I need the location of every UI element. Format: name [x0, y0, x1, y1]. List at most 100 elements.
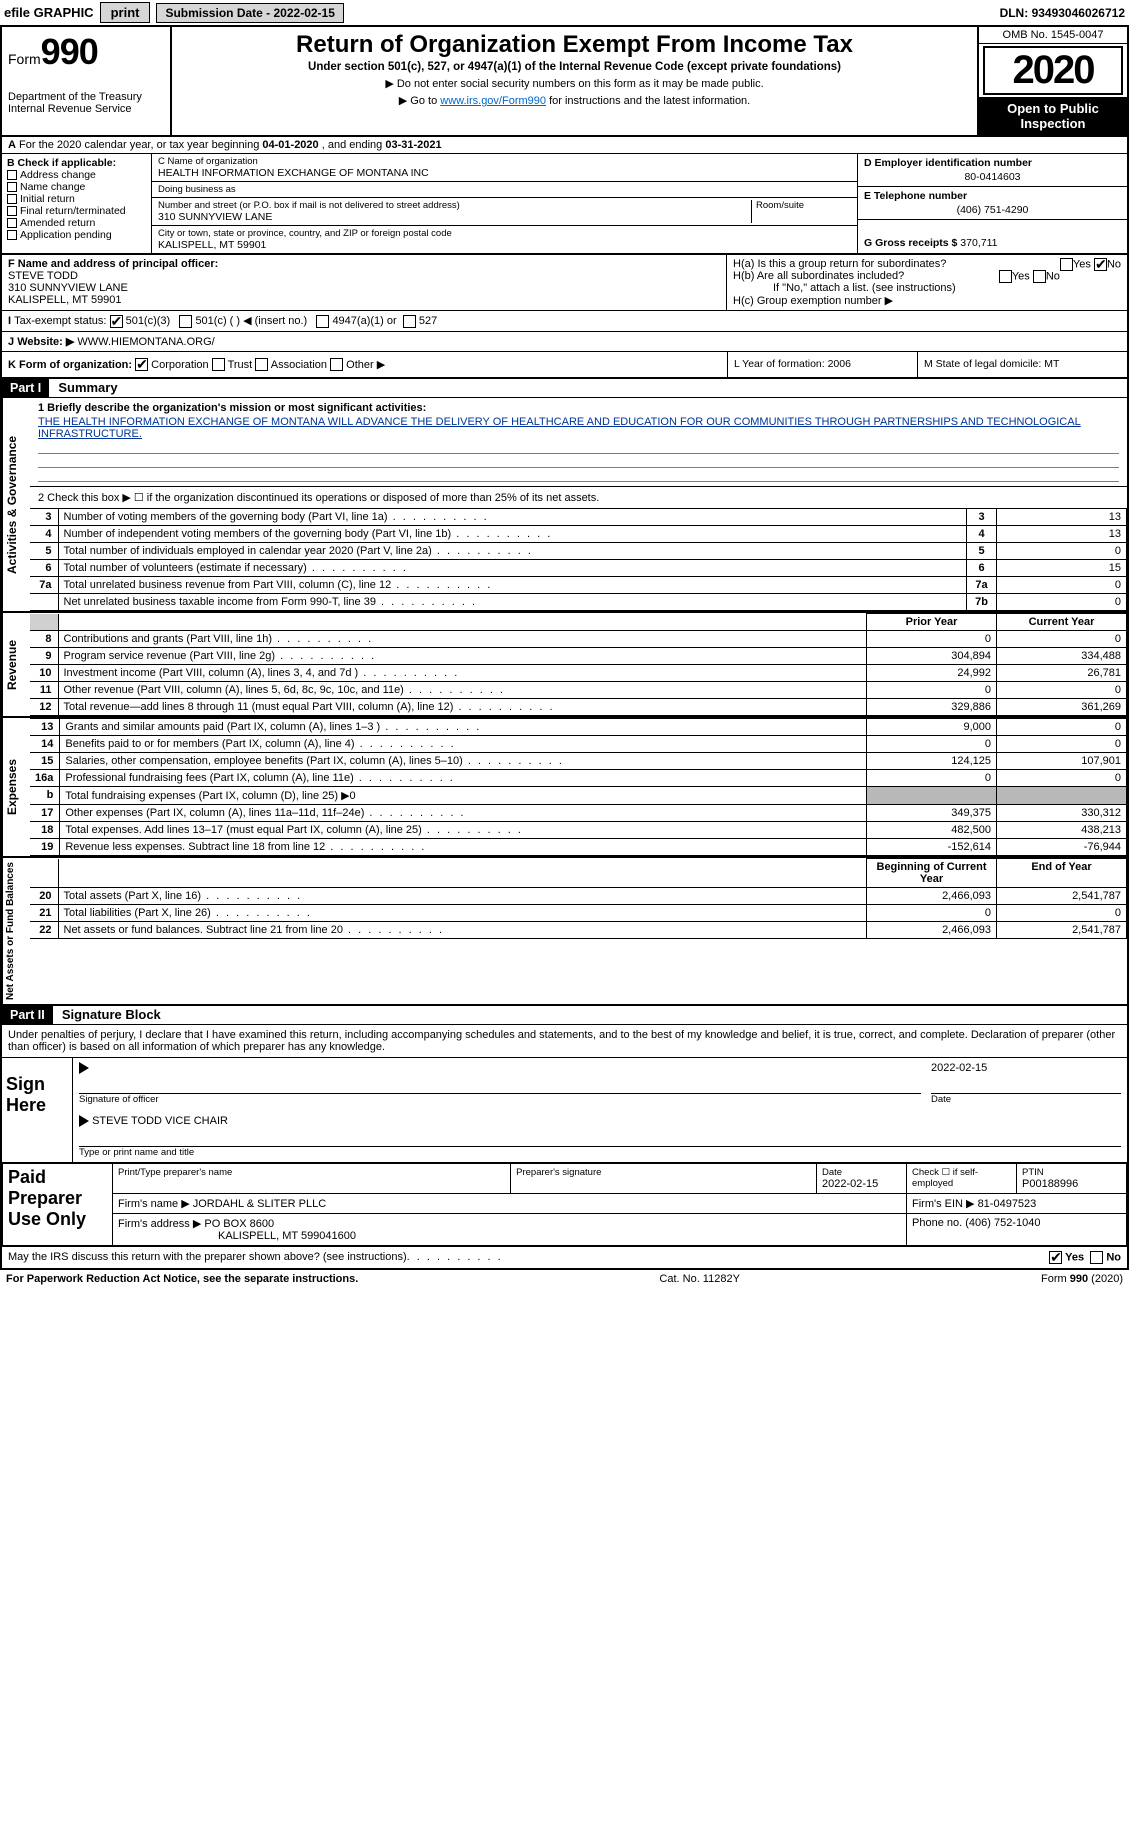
dept-treasury: Department of the Treasury Internal Reve… [8, 91, 164, 115]
expenses-table: 13Grants and similar amounts paid (Part … [30, 718, 1127, 856]
omb-number: OMB No. 1545-0047 [979, 27, 1127, 44]
prep-selfemployed-col: Check ☐ if self-employed [907, 1164, 1017, 1194]
chk-application-pending[interactable]: Application pending [7, 229, 146, 241]
form-note-1: ▶ Do not enter social security numbers o… [180, 77, 969, 90]
line-2: 2 Check this box ▶ ☐ if the organization… [30, 487, 1127, 508]
prep-firm-ein: Firm's EIN ▶ 81-0497523 [907, 1194, 1127, 1214]
paid-preparer-label: Paid Preparer Use Only [3, 1164, 113, 1246]
table-row: 6Total number of volunteers (estimate if… [30, 560, 1127, 577]
form-subtitle: Under section 501(c), 527, or 4947(a)(1)… [180, 61, 969, 73]
side-expenses: Expenses [2, 718, 30, 856]
chk-501c[interactable] [179, 315, 192, 328]
sign-here-label: Sign Here [2, 1058, 72, 1162]
officer-signature-line[interactable] [79, 1074, 921, 1094]
side-governance: Activities & Governance [2, 398, 30, 611]
footer-center: Cat. No. 11282Y [659, 1273, 740, 1285]
part-i-header: Part I Summary [2, 379, 1127, 398]
col-f-officer: F Name and address of principal officer:… [2, 255, 727, 310]
footer-right: Form 990 (2020) [1041, 1273, 1123, 1285]
chk-name-change[interactable]: Name change [7, 181, 146, 193]
chk-corporation[interactable] [135, 358, 148, 371]
efile-label: efile GRAPHIC [4, 5, 94, 20]
net-assets-table: Beginning of Current Year End of Year 20… [30, 858, 1127, 939]
declaration-text: Under penalties of perjury, I declare th… [2, 1025, 1127, 1057]
part-ii-header: Part II Signature Block [2, 1006, 1127, 1025]
page-footer: For Paperwork Reduction Act Notice, see … [0, 1270, 1129, 1288]
section-governance: Activities & Governance 1 Briefly descri… [2, 398, 1127, 613]
c-city: City or town, state or province, country… [152, 226, 857, 253]
ha-yes[interactable] [1060, 258, 1073, 271]
discuss-no[interactable] [1090, 1251, 1103, 1264]
table-row: 19Revenue less expenses. Subtract line 1… [30, 839, 1127, 856]
table-row: bTotal fundraising expenses (Part IX, co… [30, 787, 1127, 805]
header-left: Form990 Department of the Treasury Inter… [2, 27, 172, 135]
col-c-org: C Name of organization HEALTH INFORMATIO… [152, 154, 857, 253]
row-j: J Website: ▶ WWW.HIEMONTANA.ORG/ [2, 332, 1127, 352]
prep-name-col: Print/Type preparer's name [113, 1164, 511, 1194]
chk-other[interactable] [330, 358, 343, 371]
prep-date-col: Date2022-02-15 [817, 1164, 907, 1194]
prep-sig-col: Preparer's signature [511, 1164, 817, 1194]
h-b-note: If "No," attach a list. (see instruction… [733, 282, 1121, 294]
table-row: 11Other revenue (Part VIII, column (A), … [30, 682, 1127, 699]
d-ein: D Employer identification number 80-0414… [858, 154, 1127, 187]
hb-no[interactable] [1033, 270, 1046, 283]
section-revenue: Revenue Prior Year Current Year 8Contrib… [2, 613, 1127, 718]
table-row: 8Contributions and grants (Part VIII, li… [30, 631, 1127, 648]
table-row: 10Investment income (Part VIII, column (… [30, 665, 1127, 682]
b-label: B Check if applicable: [7, 157, 146, 169]
row-i: I Tax-exempt status: 501(c)(3) 501(c) ( … [2, 311, 1127, 332]
chk-amended-return[interactable]: Amended return [7, 217, 146, 229]
section-net-assets: Net Assets or Fund Balances Beginning of… [2, 858, 1127, 1006]
table-row: 3Number of voting members of the governi… [30, 509, 1127, 526]
table-row: 7aTotal unrelated business revenue from … [30, 577, 1127, 594]
row-klm: K Form of organization: Corporation Trus… [2, 352, 1127, 380]
website-link[interactable]: WWW.HIEMONTANA.ORG/ [74, 336, 214, 348]
h-b: H(b) Are all subordinates included? Yes … [733, 270, 1121, 282]
paid-preparer-table: Paid Preparer Use Only Print/Type prepar… [2, 1163, 1127, 1246]
form-frame: Form990 Department of the Treasury Inter… [0, 25, 1129, 1270]
discuss-yes[interactable] [1049, 1251, 1062, 1264]
chk-501c3[interactable] [110, 315, 123, 328]
dln: DLN: 93493046026712 [1000, 6, 1125, 20]
c-org-name: C Name of organization HEALTH INFORMATIO… [152, 154, 857, 182]
line-1-mission: 1 Briefly describe the organization's mi… [30, 398, 1127, 487]
chk-trust[interactable] [212, 358, 225, 371]
table-row: 13Grants and similar amounts paid (Part … [30, 719, 1127, 736]
chk-address-change[interactable]: Address change [7, 169, 146, 181]
officer-name: STEVE TODD VICE CHAIR [92, 1115, 228, 1127]
table-row: Net unrelated business taxable income fr… [30, 594, 1127, 611]
table-row: 22Net assets or fund balances. Subtract … [30, 922, 1127, 939]
arrow-icon [79, 1115, 89, 1127]
sign-here-block: Sign Here Signature of officer 2022-02-1… [2, 1057, 1127, 1163]
table-row: 21Total liabilities (Part X, line 26)00 [30, 905, 1127, 922]
governance-table: 3Number of voting members of the governi… [30, 508, 1127, 611]
header-center: Return of Organization Exempt From Incom… [172, 27, 977, 135]
revenue-table: Prior Year Current Year 8Contributions a… [30, 613, 1127, 716]
hb-yes[interactable] [999, 270, 1012, 283]
footer-left: For Paperwork Reduction Act Notice, see … [6, 1273, 358, 1285]
l-year-formation: L Year of formation: 2006 [727, 352, 917, 378]
signature-date: 2022-02-15 [931, 1062, 1121, 1074]
prep-phone: Phone no. (406) 752-1040 [907, 1214, 1127, 1246]
block-fh: F Name and address of principal officer:… [2, 255, 1127, 311]
section-expenses: Expenses 13Grants and similar amounts pa… [2, 718, 1127, 858]
prep-firm-address: Firm's address ▶ PO BOX 8600 KALISPELL, … [113, 1214, 907, 1246]
chk-initial-return[interactable]: Initial return [7, 193, 146, 205]
ha-no[interactable] [1094, 258, 1107, 271]
print-button[interactable]: print [100, 2, 151, 23]
open-to-public: Open to Public Inspection [979, 97, 1127, 135]
irs-link[interactable]: www.irs.gov/Form990 [440, 95, 546, 107]
submission-date: Submission Date - 2022-02-15 [156, 3, 343, 23]
form-number: Form990 [8, 31, 164, 73]
tax-year: 2020 [983, 46, 1123, 95]
block-bcd: B Check if applicable: Address change Na… [2, 154, 1127, 255]
chk-4947[interactable] [316, 315, 329, 328]
form-header: Form990 Department of the Treasury Inter… [2, 27, 1127, 137]
c-dba: Doing business as [152, 182, 857, 198]
m-state-domicile: M State of legal domicile: MT [917, 352, 1127, 378]
chk-final-return[interactable]: Final return/terminated [7, 205, 146, 217]
chk-association[interactable] [255, 358, 268, 371]
chk-527[interactable] [403, 315, 416, 328]
form-note-2: ▶ Go to www.irs.gov/Form990 for instruct… [180, 94, 969, 107]
